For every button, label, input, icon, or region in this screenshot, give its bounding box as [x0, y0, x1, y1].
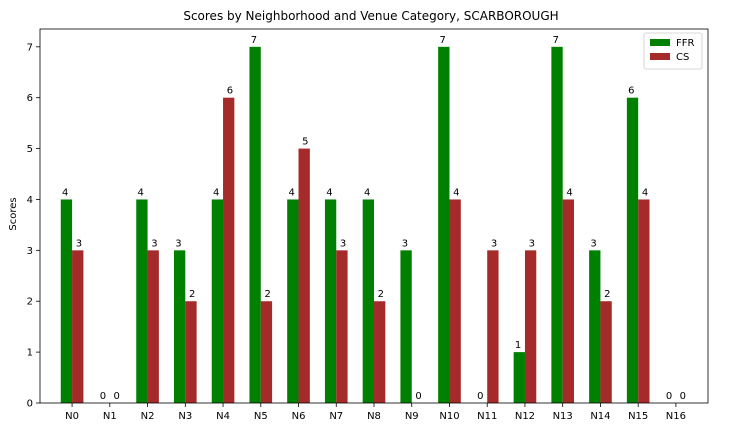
bar-ffr-n15: [626, 97, 639, 403]
bar-cs-n10: [449, 199, 461, 403]
bar-ffr-n4: [211, 199, 224, 403]
legend-label-ffr: FFR: [676, 38, 695, 49]
bar-cs-n5: [260, 301, 273, 403]
bar-cs-n0: [72, 250, 84, 403]
data-label-ffr-n12: 1: [515, 340, 521, 351]
data-label-cs-n11: 3: [491, 238, 497, 249]
bar-ffr-n9: [400, 250, 412, 403]
data-label-ffr-n10: 7: [439, 35, 445, 46]
x-tick-label-n4: N4: [216, 411, 230, 422]
data-label-cs-n5: 2: [264, 289, 270, 300]
y-tick-label: 3: [27, 246, 33, 257]
bar-cs-n14: [600, 301, 612, 403]
chart-title: Scores by Neighborhood and Venue Categor…: [183, 9, 558, 23]
bar-ffr-n8: [362, 199, 374, 403]
y-tick-label: 1: [27, 348, 33, 359]
data-label-cs-n2: 3: [151, 238, 157, 249]
data-label-cs-n16: 0: [680, 391, 686, 402]
bar-ffr-n2: [136, 199, 148, 403]
bar-cs-n11: [487, 250, 499, 403]
bar-cs-n8: [374, 301, 386, 403]
data-label-ffr-n16: 0: [666, 391, 672, 402]
data-label-ffr-n3: 3: [175, 238, 181, 249]
bar-cs-n7: [336, 250, 348, 403]
data-label-ffr-n6: 4: [288, 187, 294, 198]
x-tick-label-n14: N14: [590, 411, 610, 422]
data-label-ffr-n9: 3: [402, 238, 408, 249]
y-tick-label: 7: [27, 42, 33, 53]
y-axis-label: Scores: [8, 197, 19, 230]
data-label-cs-n6: 5: [302, 137, 308, 148]
x-tick-label-n7: N7: [329, 411, 343, 422]
bar-ffr-n7: [324, 199, 337, 403]
x-tick-label-n9: N9: [405, 411, 419, 422]
data-label-cs-n4: 6: [227, 86, 233, 97]
x-tick-label-n3: N3: [178, 411, 192, 422]
y-tick-label: 2: [27, 297, 33, 308]
data-label-cs-n1: 0: [113, 391, 119, 402]
legend-swatch-ffr: [650, 39, 670, 46]
y-tick-label: 6: [27, 93, 33, 104]
data-label-cs-n8: 2: [378, 289, 384, 300]
data-label-cs-n10: 4: [453, 187, 459, 198]
bar-cs-n3: [185, 301, 197, 403]
bar-ffr-n0: [60, 199, 73, 403]
bar-ffr-n13: [551, 46, 563, 404]
data-label-cs-n0: 3: [76, 238, 82, 249]
data-label-cs-n12: 3: [529, 238, 535, 249]
data-label-cs-n15: 4: [642, 187, 648, 198]
x-tick-label-n5: N5: [254, 411, 268, 422]
bar-cs-n6: [298, 148, 310, 403]
bar-ffr-n14: [589, 250, 601, 403]
x-tick-label-n2: N2: [141, 411, 155, 422]
data-label-cs-n3: 2: [189, 289, 195, 300]
bar-cs-n13: [562, 199, 575, 403]
x-tick-label-n8: N8: [367, 411, 381, 422]
data-label-cs-n14: 2: [604, 289, 610, 300]
x-tick-label-n15: N15: [628, 411, 648, 422]
data-label-ffr-n13: 7: [553, 35, 559, 46]
y-tick-label: 0: [27, 399, 33, 410]
bar-cs-n4: [223, 97, 235, 403]
bar-ffr-n10: [438, 46, 450, 404]
y-tick-label: 4: [27, 195, 33, 206]
x-tick-label-n10: N10: [439, 411, 459, 422]
legend: FFR CS: [643, 32, 703, 70]
y-tick-label: 5: [27, 144, 33, 155]
x-tick-label-n13: N13: [553, 411, 573, 422]
x-tick-label-n1: N1: [103, 411, 117, 422]
data-label-ffr-n7: 4: [326, 187, 332, 198]
data-label-ffr-n11: 0: [477, 391, 483, 402]
data-label-ffr-n14: 3: [590, 238, 596, 249]
legend-label-cs: CS: [676, 52, 689, 63]
data-label-ffr-n1: 0: [100, 391, 106, 402]
x-tick-label-n12: N12: [515, 411, 535, 422]
data-label-ffr-n15: 6: [628, 86, 634, 97]
x-tick-label-n6: N6: [292, 411, 306, 422]
x-tick-label-n0: N0: [65, 411, 79, 422]
data-label-cs-n13: 4: [566, 187, 572, 198]
legend-swatch-cs: [650, 53, 670, 60]
bar-cs-n2: [147, 250, 159, 403]
bar-ffr-n3: [173, 250, 186, 403]
bar-ffr-n12: [513, 352, 525, 403]
data-label-ffr-n5: 7: [251, 35, 257, 46]
data-label-cs-n9: 0: [415, 391, 421, 402]
bar-cs-n15: [638, 199, 650, 403]
data-label-ffr-n4: 4: [213, 187, 219, 198]
data-label-ffr-n0: 4: [62, 187, 68, 198]
bar-cs-n12: [524, 250, 537, 403]
data-label-ffr-n2: 4: [138, 187, 144, 198]
bar-ffr-n5: [249, 46, 261, 404]
bar-ffr-n6: [287, 199, 299, 403]
x-tick-label-n16: N16: [666, 411, 686, 422]
data-label-cs-n7: 3: [340, 238, 346, 249]
x-tick-label-n11: N11: [477, 411, 497, 422]
data-label-ffr-n8: 4: [364, 187, 370, 198]
